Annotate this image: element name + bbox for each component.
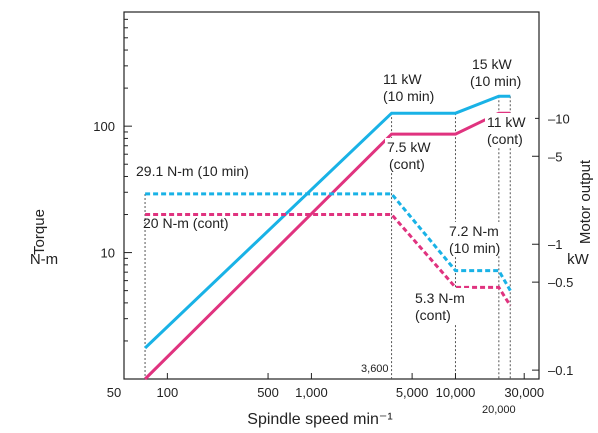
annotation-line: (10 min) xyxy=(449,240,500,256)
annotation-background xyxy=(385,138,441,172)
x-tick-label: 100 xyxy=(157,385,179,400)
right-tick-label: –1 xyxy=(548,237,562,252)
annotation-line: 7.5 kW xyxy=(387,139,431,155)
left-axis-unit: N-m xyxy=(30,251,58,268)
annotation-29-1nm-10min: 29.1 N-m (10 min) xyxy=(136,163,249,179)
annotation-line: (10 min) xyxy=(470,73,521,89)
right-axis-title: Motor output xyxy=(577,159,594,244)
annotation-7-5kw-cont: 7.5 kW (cont) xyxy=(385,138,441,172)
annotation-20nm-cont: 20 N-m (cont) xyxy=(143,215,229,231)
left-axis-title: Torque xyxy=(31,209,48,255)
annotation-line: (10 min) xyxy=(383,88,434,104)
annotation-line: 7.2 N-m xyxy=(449,223,499,239)
x-tick-label: 500 xyxy=(257,385,279,400)
annotation-line: (cont) xyxy=(389,156,425,172)
plot-frame xyxy=(123,11,540,380)
annotation-line: 5.3 N-m xyxy=(415,290,465,306)
annotation-5-3nm-cont: 5.3 N-m (cont) xyxy=(413,288,471,324)
output-line-10min xyxy=(144,94,511,350)
annotation-line: (cont) xyxy=(415,307,451,323)
annotation-15kw-10min: 15 kW (10 min) xyxy=(470,56,521,89)
left-tick-label: 10 xyxy=(101,246,115,261)
annotation-background xyxy=(446,222,508,256)
x-tick-label: 30,000 xyxy=(504,385,544,400)
left-tick-label: 100 xyxy=(93,119,115,134)
x-special-label: 20,000 xyxy=(482,404,516,416)
x-special-label: 3,600 xyxy=(361,363,389,375)
x-tick-label: 50 xyxy=(107,385,121,400)
annotation-11kw-10min: 11 kW (10 min) xyxy=(383,71,434,104)
x-special-label-background xyxy=(357,361,390,375)
annotation-line: (cont) xyxy=(487,131,523,147)
right-tick-label: –0.5 xyxy=(548,275,573,290)
torque-line-cont xyxy=(145,213,512,307)
right-axis-ticks: –0.1 –0.5 –1 –5 –10 xyxy=(532,111,573,378)
right-tick-label: –0.1 xyxy=(548,363,573,378)
annotation-line: 11 kW xyxy=(383,71,422,87)
annotation-line: 20 N-m (cont) xyxy=(143,215,229,231)
annotation-11kw-cont: 11 kW (cont) xyxy=(485,113,535,148)
annotation-background xyxy=(413,288,471,324)
left-axis-ticks: 10 100 xyxy=(93,18,132,342)
annotation-line: 11 kW xyxy=(487,114,526,130)
x-axis-ticks: 50 100 500 1,000 5,000 10,000 30,000 3,600 20,00… xyxy=(107,361,544,416)
right-tick-label: –10 xyxy=(548,111,570,126)
x-tick-label: 10,000 xyxy=(436,385,476,400)
right-tick-label: –5 xyxy=(548,149,562,164)
annotation-line: 29.1 N-m (10 min) xyxy=(136,163,249,179)
x-tick-label: 1,000 xyxy=(295,385,328,400)
x-tick-label: 5,000 xyxy=(396,385,429,400)
annotation-7-2nm-10min: 7.2 N-m (10 min) xyxy=(446,222,508,256)
annotation-line: 15 kW xyxy=(472,56,512,72)
x-axis-title: Spindle speed min⁻¹ xyxy=(247,411,392,428)
torque-line-10min xyxy=(145,192,512,292)
right-axis-unit: kW xyxy=(567,251,590,268)
annotation-background xyxy=(485,113,535,148)
